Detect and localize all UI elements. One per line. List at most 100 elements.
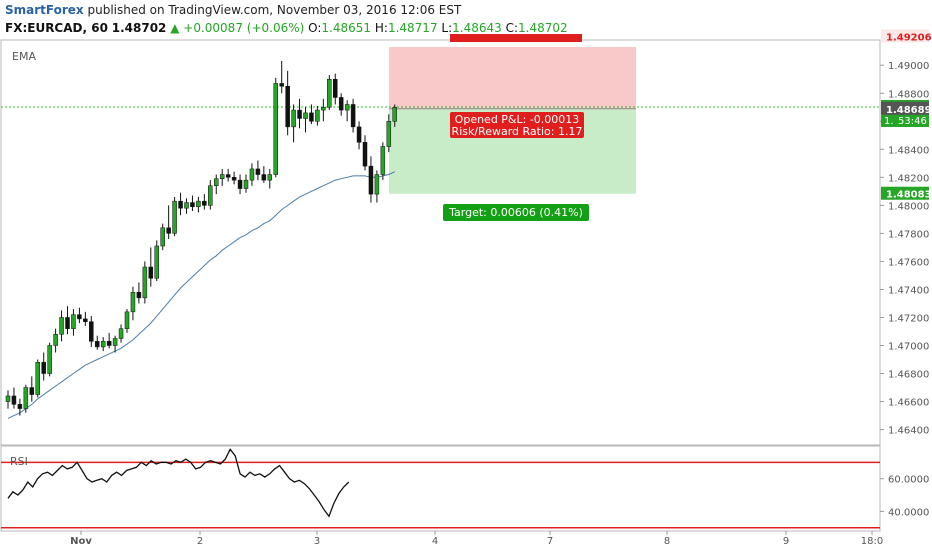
- candle: [214, 174, 219, 195]
- candle: [100, 337, 106, 352]
- candle: [178, 192, 183, 216]
- candle-body: [202, 200, 207, 206]
- candle-body: [136, 291, 142, 299]
- entry-price-label-bg: [881, 101, 929, 115]
- candle-body: [374, 174, 380, 195]
- candle: [237, 174, 243, 195]
- candle: [225, 168, 231, 182]
- candle-body: [309, 112, 314, 122]
- candle: [380, 142, 386, 181]
- candle-body: [219, 174, 225, 179]
- y-tick-label: 1.47000: [888, 342, 929, 353]
- candle: [261, 166, 267, 183]
- y-tick-label: 1.46400: [888, 426, 929, 437]
- countdown-bg: [881, 112, 929, 127]
- x-tick-label: 2: [197, 536, 203, 547]
- candle-body: [184, 202, 189, 209]
- candle: [71, 309, 76, 336]
- candle: [112, 335, 118, 353]
- candle: [309, 104, 314, 125]
- candle: [190, 195, 195, 211]
- candle: [338, 93, 344, 116]
- candle: [11, 387, 17, 409]
- candle: [130, 286, 136, 321]
- candle: [5, 390, 11, 409]
- candle-body: [124, 311, 130, 329]
- candle-body: [35, 362, 40, 395]
- pl-label-bg: [450, 112, 584, 138]
- candle-body: [148, 266, 154, 279]
- y-tick-label: 1.48400: [888, 145, 929, 156]
- candle-body: [214, 178, 219, 186]
- publish-info: SmartForex published on TradingView.com,…: [5, 3, 461, 17]
- candle: [285, 70, 290, 136]
- risk-reward-text: Risk/Reward Ratio: 1.17: [452, 125, 583, 138]
- symbol-info: FX:EURCAD, 60 1.48702 ▲ +0.00087 (+0.06%…: [5, 21, 568, 35]
- candle: [65, 306, 70, 335]
- x-tick-label: 3: [314, 536, 320, 547]
- candle: [29, 376, 35, 402]
- candle: [362, 135, 368, 171]
- candle-body: [380, 146, 386, 175]
- candle: [35, 359, 40, 398]
- rsi-label: RSI: [10, 455, 28, 468]
- candle: [53, 328, 58, 353]
- symbol-label: FX:EURCAD, 60: [5, 21, 108, 35]
- candle-body: [386, 121, 392, 147]
- candle: [17, 398, 23, 416]
- publisher-name[interactable]: SmartForex: [5, 3, 84, 17]
- candle-body: [350, 104, 356, 128]
- y-tick-label: 1.47800: [888, 229, 929, 240]
- rsi-pane: [0, 445, 881, 532]
- candle: [208, 180, 213, 210]
- candle: [202, 194, 207, 210]
- candle: [142, 261, 148, 304]
- candle-body: [29, 387, 35, 395]
- countdown-label: 53:46: [898, 116, 927, 127]
- y-tick-label: 1.47200: [888, 313, 929, 324]
- candle: [231, 171, 237, 185]
- candle-body: [303, 112, 308, 119]
- stop-price-label-bg: [881, 29, 929, 43]
- y-tick-label: 1.48200: [888, 173, 929, 184]
- candle: [184, 198, 189, 214]
- candle-body: [333, 78, 338, 98]
- candle-body: [11, 395, 17, 405]
- partial-price-label: 1.: [884, 116, 894, 127]
- target-price-label: 1.48083: [886, 190, 932, 201]
- x-tick-label: 8: [664, 536, 670, 547]
- candle-body: [5, 395, 11, 402]
- candle-body: [95, 341, 100, 348]
- close-label: C:: [505, 21, 519, 35]
- candle: [118, 324, 124, 343]
- candle: [315, 105, 320, 126]
- candle: [83, 311, 88, 326]
- candle: [291, 104, 296, 143]
- candle: [297, 98, 302, 129]
- candle: [321, 98, 326, 122]
- candle: [77, 307, 82, 324]
- candle: [374, 170, 380, 203]
- candle-body: [237, 179, 243, 189]
- candle: [41, 352, 46, 381]
- candle-body: [297, 109, 302, 119]
- x-tick-label: 7: [547, 536, 553, 547]
- y-tick-label: 1.47600: [888, 257, 929, 268]
- high-label: H:: [374, 21, 388, 35]
- candle-body: [160, 227, 165, 247]
- candle: [59, 310, 64, 342]
- candle-body: [368, 165, 374, 195]
- candle-body: [47, 345, 52, 374]
- candle: [279, 61, 284, 94]
- candle: [368, 156, 374, 203]
- candle: [386, 114, 392, 153]
- candle-body: [154, 245, 159, 279]
- candle-body: [100, 341, 106, 348]
- candle-body: [83, 318, 88, 322]
- stop-label-clipped: [450, 34, 582, 42]
- ema-line: [7, 171, 396, 419]
- candle: [219, 168, 225, 186]
- candle-body: [279, 83, 284, 87]
- candle-body: [166, 227, 171, 234]
